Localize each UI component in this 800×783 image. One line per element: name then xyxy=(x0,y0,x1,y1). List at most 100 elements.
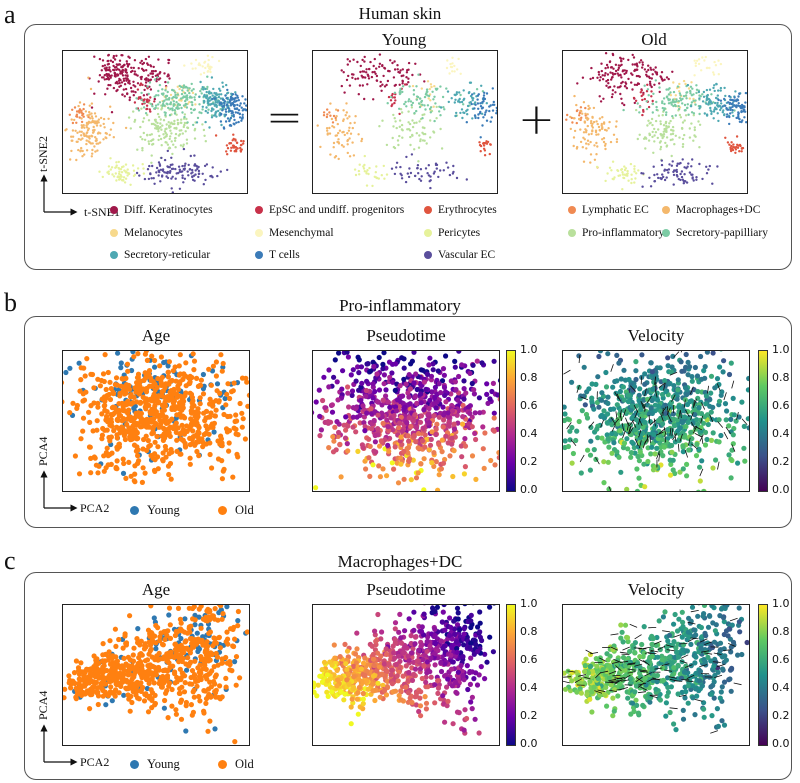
tsne-all-point xyxy=(214,92,217,96)
tsne-old-point xyxy=(597,125,601,129)
b-age-old-point xyxy=(148,419,154,425)
tsne-old-point xyxy=(660,77,664,81)
tsne-young-point xyxy=(425,88,429,91)
b-pseudotime-point xyxy=(403,381,409,387)
tsne-old-point xyxy=(591,129,594,132)
tsne-young-point xyxy=(371,71,374,74)
tsne-old-point xyxy=(740,150,743,153)
legend-item: EpSC and undiff. progenitors xyxy=(255,204,404,216)
tsne-old-point xyxy=(683,133,686,137)
b-pseudotime-point xyxy=(364,378,370,384)
tsne-all-point xyxy=(150,122,154,126)
b-age-young-point xyxy=(211,429,217,435)
tsne-all-point xyxy=(140,107,143,110)
tsne-old-point xyxy=(678,82,681,86)
tsne-young-point xyxy=(411,125,415,129)
b-age-old-point xyxy=(202,418,208,424)
tsne-old-point xyxy=(678,90,681,93)
b-velocity-point xyxy=(658,408,664,414)
tsne-old-point xyxy=(705,113,709,116)
tsne-all-point xyxy=(239,143,243,147)
tsne-old-point xyxy=(582,131,586,134)
tsne-young-point xyxy=(348,155,352,158)
tsne-all-point xyxy=(197,175,200,179)
b-age-young-point xyxy=(76,360,82,366)
b-pseudotime-point xyxy=(429,389,435,395)
tsne-all-point xyxy=(146,98,149,101)
tsne-all-point xyxy=(144,112,148,115)
b-velocity-point xyxy=(718,432,724,439)
tsne-all-point xyxy=(120,54,123,57)
tsne-all-point xyxy=(223,100,227,103)
b-age-old-point xyxy=(119,427,125,434)
tsne-old-point xyxy=(722,109,725,112)
tsne-all-point xyxy=(194,67,197,70)
b-velocity-point xyxy=(697,464,703,470)
tsne-all-point xyxy=(198,111,201,114)
tsne-old-point xyxy=(589,153,593,156)
tsne-all-point xyxy=(88,104,91,107)
tsne-old-point xyxy=(729,106,732,109)
tsne-young-point xyxy=(404,100,407,104)
tsne-young-point xyxy=(410,153,414,156)
b-age-old-point xyxy=(148,396,154,402)
b-age-old-point xyxy=(80,398,86,404)
tsne-young-point xyxy=(460,100,464,104)
b-age-old-point xyxy=(169,395,175,402)
tsne-all-point xyxy=(137,67,140,70)
tsne-all-point xyxy=(229,95,233,99)
tsne-young-point xyxy=(482,144,486,147)
tsne-young-point xyxy=(400,177,404,180)
tsne-young-point xyxy=(427,94,431,98)
b-pseudotime-point xyxy=(371,417,377,424)
tsne-all-point xyxy=(181,132,184,135)
b-age-old-point xyxy=(194,375,200,381)
b-pseudotime-point xyxy=(358,397,364,403)
tsne-old-point xyxy=(665,76,669,79)
b-pseudotime-point xyxy=(329,402,335,408)
tsne-all-point xyxy=(185,106,189,109)
tsne-old-point xyxy=(598,117,602,120)
b-pseudotime-point xyxy=(342,435,349,441)
tsne-old-point xyxy=(604,147,607,151)
tsne-young-point xyxy=(395,166,398,169)
b-age-old-point xyxy=(151,467,158,473)
tsne-young-point xyxy=(415,132,418,135)
tsne-all-point xyxy=(170,187,173,190)
b-age-old-point xyxy=(130,423,136,429)
tsne-young-point xyxy=(429,119,432,122)
b-velocity-point xyxy=(667,472,674,478)
tsne-all-point xyxy=(141,146,144,150)
tsne-all-point xyxy=(148,108,151,111)
b-velocity-point xyxy=(679,419,686,426)
tsne-all-point xyxy=(176,103,180,106)
b-age-old-point xyxy=(144,416,150,422)
b-velocity-point xyxy=(614,449,620,455)
tsne-old-point xyxy=(737,95,740,98)
tsne-young-point xyxy=(409,171,413,175)
b-velocity-point xyxy=(668,399,674,405)
b-age-old-point xyxy=(131,442,138,448)
tsne-all-point xyxy=(140,59,143,63)
tsne-all-point xyxy=(183,164,186,167)
tsne-old-point xyxy=(620,97,623,100)
tsne-young-point xyxy=(407,175,411,179)
b-pseudotime-point xyxy=(418,400,424,406)
tsne-young-point xyxy=(451,70,454,73)
b-pseudotime-point xyxy=(379,402,385,408)
tsne-all-point xyxy=(194,173,197,176)
b-velocity-point xyxy=(670,411,676,417)
tsne-old-point xyxy=(731,105,734,108)
b-velocity-point xyxy=(563,411,568,417)
tsne-all-point xyxy=(131,164,135,167)
b-age-old-point xyxy=(152,357,158,364)
tsne-all-point xyxy=(78,116,81,119)
tsne-old-point xyxy=(595,153,598,156)
tsne-all-point xyxy=(109,84,112,87)
tsne-young-point xyxy=(322,111,326,114)
b-velocity-point xyxy=(595,374,601,380)
tsne-old-point xyxy=(744,101,747,104)
b-pseudotime-point xyxy=(467,370,473,376)
b-velocity-point xyxy=(633,376,639,383)
tsne-old-point xyxy=(664,141,667,145)
